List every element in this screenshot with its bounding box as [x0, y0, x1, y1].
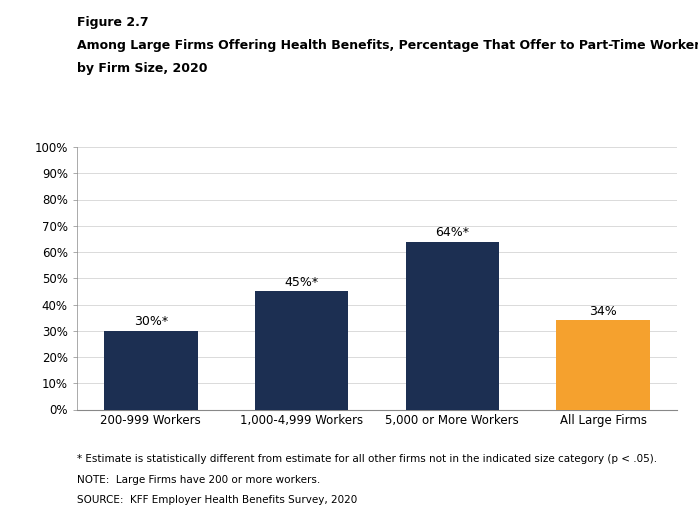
- Text: Among Large Firms Offering Health Benefits, Percentage That Offer to Part-Time W: Among Large Firms Offering Health Benefi…: [77, 39, 698, 52]
- Bar: [406, 242, 499, 410]
- Text: 34%: 34%: [589, 304, 617, 318]
- Text: 30%*: 30%*: [134, 315, 168, 328]
- Text: * Estimate is statistically different from estimate for all other firms not in t: * Estimate is statistically different fr…: [77, 454, 657, 464]
- Bar: [104, 331, 198, 410]
- Text: 64%*: 64%*: [436, 226, 469, 239]
- Text: by Firm Size, 2020: by Firm Size, 2020: [77, 62, 207, 75]
- Bar: [255, 291, 348, 410]
- Text: SOURCE:  KFF Employer Health Benefits Survey, 2020: SOURCE: KFF Employer Health Benefits Sur…: [77, 495, 357, 505]
- Text: 45%*: 45%*: [285, 276, 318, 289]
- Text: Figure 2.7: Figure 2.7: [77, 16, 149, 29]
- Bar: [556, 320, 650, 410]
- Text: NOTE:  Large Firms have 200 or more workers.: NOTE: Large Firms have 200 or more worke…: [77, 475, 320, 485]
